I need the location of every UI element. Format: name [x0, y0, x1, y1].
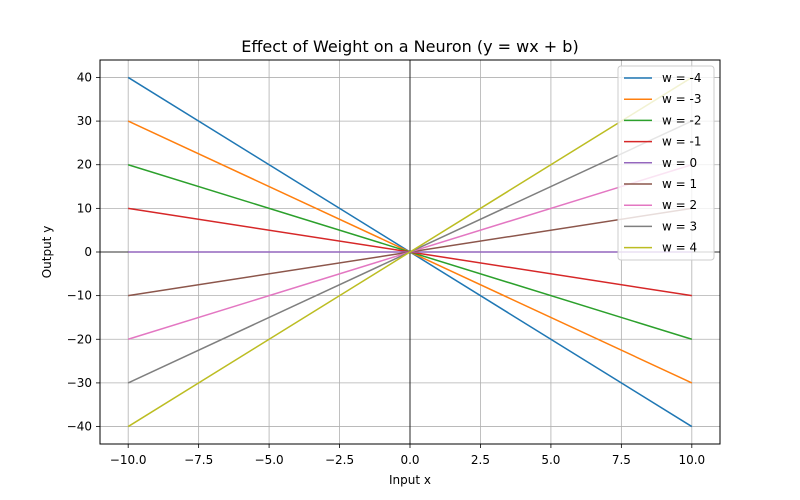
x-tick-label: 7.5 [612, 453, 631, 467]
x-tick-label: −10.0 [110, 453, 147, 467]
legend-label: w = 2 [662, 198, 697, 212]
x-tick-label: −5.0 [255, 453, 284, 467]
legend-label: w = -3 [662, 92, 701, 106]
x-axis-label: Input x [389, 473, 431, 487]
chart-title: Effect of Weight on a Neuron (y = wx + b… [241, 37, 578, 56]
series-line [127, 76, 693, 428]
y-tick-label: 10 [77, 201, 92, 215]
x-tick-label: 2.5 [471, 453, 490, 467]
legend-label: w = 3 [662, 219, 697, 233]
y-tick-label: −40 [67, 420, 92, 434]
legend-label: w = 1 [662, 177, 697, 191]
y-tick-label: −20 [67, 332, 92, 346]
x-tick-label: 0.0 [400, 453, 419, 467]
legend: w = -4 w = -3 w = -2 w = -1 w = 0 w = 1 w = 2 w… [617, 65, 715, 261]
y-tick-label: 20 [77, 158, 92, 172]
legend-label: w = 4 [662, 241, 697, 255]
y-tick-label: 30 [77, 114, 92, 128]
legend-label: w = -4 [662, 71, 701, 85]
x-tick-label: −7.5 [184, 453, 213, 467]
x-tick-label: 5.0 [541, 453, 560, 467]
y-tick-label: −10 [67, 289, 92, 303]
y-tick-label: −30 [67, 376, 92, 390]
y-tick-label: 0 [84, 245, 92, 259]
x-tick-label: −2.5 [325, 453, 354, 467]
legend-label: w = -2 [662, 113, 701, 127]
y-axis-ticks: −40 −30 −20 −10 0 10 20 30 40 [67, 70, 100, 434]
series-lines [127, 76, 693, 428]
legend-label: w = 0 [662, 156, 697, 170]
y-axis-label: Output y [40, 226, 54, 279]
legend-box [617, 65, 715, 261]
x-tick-label: 10.0 [678, 453, 705, 467]
x-axis-ticks: −10.0 −7.5 −5.0 −2.5 0.0 2.5 5.0 7.5 10.0 [110, 444, 705, 467]
y-tick-label: 40 [77, 70, 92, 84]
legend-label: w = -1 [662, 135, 701, 149]
